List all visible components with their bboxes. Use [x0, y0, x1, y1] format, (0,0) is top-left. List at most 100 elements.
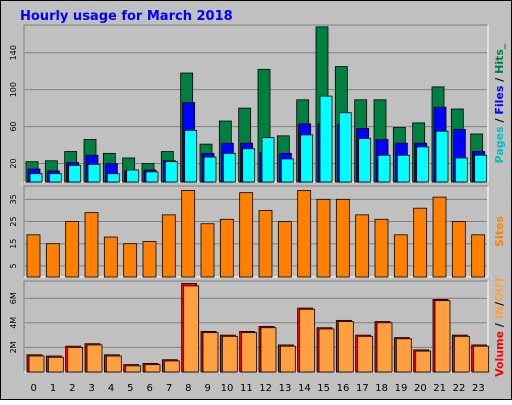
bar-in-out — [144, 364, 161, 373]
bar-pages — [48, 173, 62, 183]
bar-in-out — [105, 355, 122, 373]
bar-in-out — [357, 335, 374, 373]
y-axis-title-part: Hits_ — [493, 43, 506, 74]
bar-sites — [413, 207, 428, 278]
bar-in-out — [241, 332, 258, 373]
y-axis-title-part: Volume — [493, 331, 506, 377]
y-axis-title-part: / — [493, 319, 506, 331]
bar-in-out — [279, 345, 296, 373]
x-tick-label: 20 — [414, 383, 427, 394]
bar-in-out — [415, 350, 432, 373]
bar-pages — [68, 164, 82, 183]
y-axis-title-part: Files — [493, 85, 506, 115]
bar-in-out — [453, 335, 470, 373]
bar-sites — [45, 243, 60, 278]
x-tick-label: 1 — [50, 383, 56, 394]
x-tick-label: 21 — [433, 383, 446, 394]
bar-pages — [29, 173, 43, 183]
y-tick-label: 5 — [9, 263, 18, 268]
x-axis-labels: 0 1 2 3 4 5 6 7 8 9 10 11 12 13 14 15 16 17 18 19 20 21 22 23 — [30, 383, 484, 394]
bar-pages — [145, 171, 159, 183]
bar-pages — [454, 157, 468, 183]
bar-sites — [471, 234, 486, 278]
bar-in-out — [202, 332, 219, 373]
bar-sites — [142, 241, 157, 278]
bar-sites — [84, 212, 99, 278]
bar-in-out — [221, 335, 238, 373]
y-axis-title-part: IN — [493, 306, 506, 319]
x-tick-label: 9 — [204, 383, 210, 394]
bar-in-out — [299, 308, 316, 373]
bar-sites — [123, 243, 138, 278]
bar-in-out — [67, 347, 84, 373]
x-tick-label: 17 — [356, 383, 369, 394]
bar-in-out — [473, 345, 490, 373]
bar-pages — [261, 137, 275, 183]
bar-in-out — [183, 285, 200, 373]
bar-sites — [65, 221, 80, 278]
y-axis-title: Volume / IN/OUT — [493, 276, 506, 377]
y-tick-label: 4M — [9, 317, 18, 329]
x-tick-label: 14 — [298, 383, 311, 394]
bar-in-out — [86, 344, 103, 373]
x-tick-label: 18 — [375, 383, 388, 394]
bar-sites — [239, 192, 254, 278]
bar-in-out — [125, 365, 142, 373]
x-tick-label: 8 — [185, 383, 191, 394]
y-axis-title-part: Sites — [493, 216, 506, 247]
bar-sites — [355, 214, 370, 278]
bar-pages — [126, 169, 140, 183]
bar-sites — [200, 223, 215, 278]
bar-sites — [297, 190, 312, 278]
bar-sites — [432, 196, 447, 278]
bar-sites — [393, 234, 408, 278]
x-tick-label: 0 — [30, 383, 36, 394]
bar-pages — [203, 156, 217, 183]
y-axis-title-part: / — [493, 115, 506, 127]
bar-sites — [258, 210, 273, 278]
y-tick-label: 20 — [9, 158, 18, 168]
x-tick-label: 15 — [317, 383, 330, 394]
bar-in-out — [47, 356, 64, 373]
chart-title: Hourly usage for March 2018 — [20, 9, 233, 24]
bar-in-out — [376, 322, 393, 373]
x-tick-label: 2 — [69, 383, 75, 394]
bar-pages — [164, 161, 178, 183]
y-tick-label: 35 — [9, 194, 18, 204]
bar-sites — [316, 198, 331, 278]
bar-sites — [451, 221, 466, 278]
bar-pages — [87, 164, 101, 183]
bar-in-out — [28, 355, 45, 373]
y-axis-title: Sites — [493, 216, 506, 247]
bar-sites — [103, 236, 118, 278]
y-tick-label: 25 — [9, 216, 18, 226]
y-axis-title-part: OUT — [493, 276, 506, 302]
y-axis-title-part: / — [493, 74, 506, 86]
bar-in-out — [163, 360, 180, 373]
bar-pages — [338, 112, 352, 183]
y-tick-label: 15 — [9, 239, 18, 249]
x-tick-label: 13 — [279, 383, 292, 394]
bar-in-out — [318, 328, 335, 373]
bar-sites — [374, 218, 389, 278]
panel-top: 20 60 100 140 Pages / Files / Hits_ — [9, 24, 506, 183]
y-tick-label: 100 — [9, 82, 18, 97]
bar-sites — [219, 218, 234, 278]
y-tick-label: 6M — [9, 292, 18, 304]
bar-pages — [184, 129, 198, 183]
bar-pages — [416, 146, 430, 183]
bar-pages — [377, 154, 391, 183]
chart-panels: 20 60 100 140 Pages / Files / Hits_ 5 15 25 35 Si… — [9, 24, 506, 377]
y-axis-title-part: / — [493, 301, 506, 306]
x-tick-label: 5 — [127, 383, 133, 394]
y-axis-title-part: Pages — [493, 126, 506, 164]
bar-pages — [319, 95, 333, 183]
bar-pages — [222, 152, 236, 183]
y-tick-label: 140 — [9, 45, 18, 60]
bar-pages — [396, 154, 410, 183]
x-tick-label: 16 — [337, 383, 350, 394]
panel-middle: 5 15 25 35 Sites — [9, 185, 506, 278]
